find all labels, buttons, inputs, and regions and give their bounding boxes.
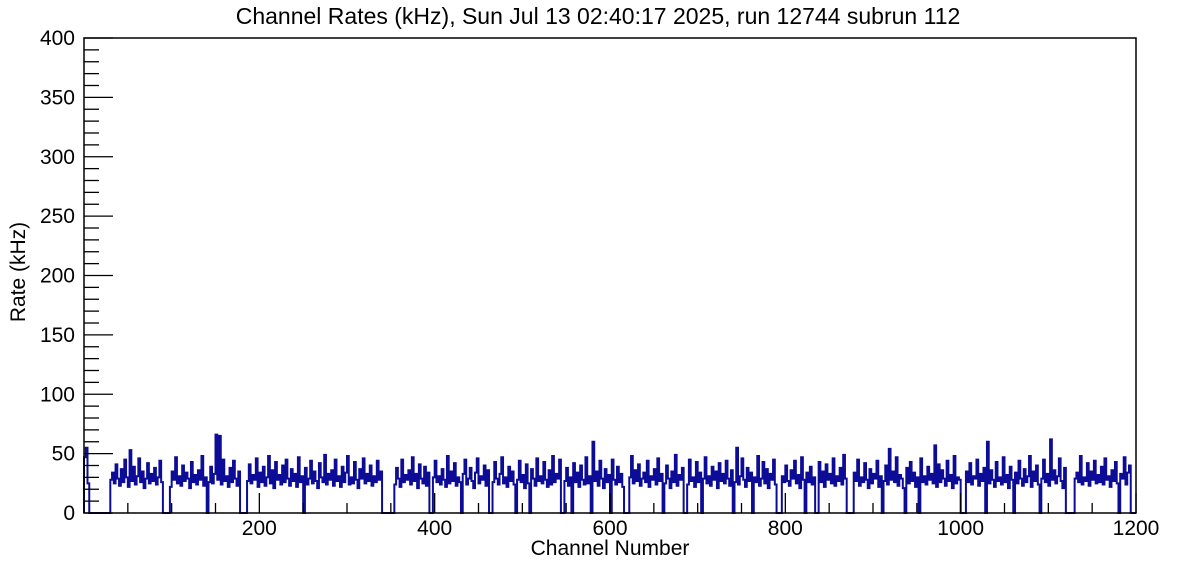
y-tick-label: 150 <box>40 324 75 347</box>
y-tick-label: 50 <box>52 443 75 466</box>
figure-title: Channel Rates (kHz), Sun Jul 13 02:40:17… <box>235 3 961 29</box>
plot-frame <box>83 37 1137 514</box>
y-tick-label: 400 <box>40 27 75 50</box>
x-tick-label: 200 <box>242 517 277 540</box>
y-tick-label: 250 <box>40 205 75 228</box>
y-tick-label: 300 <box>40 146 75 169</box>
y-tick-label: 100 <box>40 383 75 406</box>
y-tick-label: 200 <box>40 265 75 288</box>
x-tick-label: 800 <box>768 517 803 540</box>
x-tick-label: 1200 <box>1113 517 1160 540</box>
x-tick-label: 1000 <box>937 517 984 540</box>
x-tick-label: 400 <box>417 517 452 540</box>
y-tick-label: 0 <box>63 502 75 525</box>
x-tick-label: 600 <box>592 517 627 540</box>
x-axis-title: Channel Number <box>530 537 690 560</box>
rate-histogram-line <box>83 433 1136 514</box>
y-tick-label: 350 <box>40 86 75 109</box>
